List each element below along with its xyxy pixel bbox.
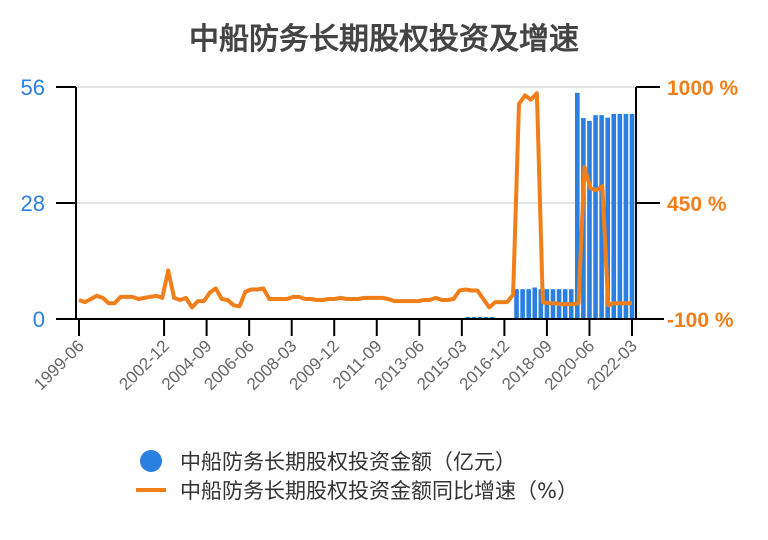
legend-bar-swatch-icon (140, 450, 162, 472)
legend-line-swatch-icon (136, 488, 166, 492)
legend-line-label: 中船防务长期股权投资金额同比增速（%） (180, 479, 578, 503)
svg-text:1000 %: 1000 % (667, 77, 739, 100)
bar-series (465, 92, 635, 320)
legend-item-bar[interactable]: 中船防务长期股权投资金额（亿元） (140, 446, 516, 476)
legend-item-line[interactable]: 中船防务长期股权投资金额同比增速（%） (136, 475, 578, 505)
chart-title: 中船防务长期股权投资及增速 (189, 22, 579, 57)
gridlines (76, 86, 636, 204)
right-axis-ticks: -100 % 450 % 1000 % (636, 77, 739, 332)
svg-text:-100 %: -100 % (667, 309, 734, 332)
svg-text:1999-06: 1999-06 (30, 336, 88, 394)
svg-text:450 %: 450 % (667, 193, 727, 216)
x-axis-ticks: 1999-06 2002-122004-092006-062008-032009-… (30, 319, 641, 394)
line-series (78, 91, 632, 310)
left-axis-ticks: 0 28 56 (21, 75, 76, 332)
svg-text:28: 28 (21, 191, 45, 216)
legend-bar-label: 中船防务长期股权投资金额（亿元） (180, 450, 516, 474)
svg-text:56: 56 (21, 75, 45, 100)
svg-text:0: 0 (33, 307, 45, 332)
